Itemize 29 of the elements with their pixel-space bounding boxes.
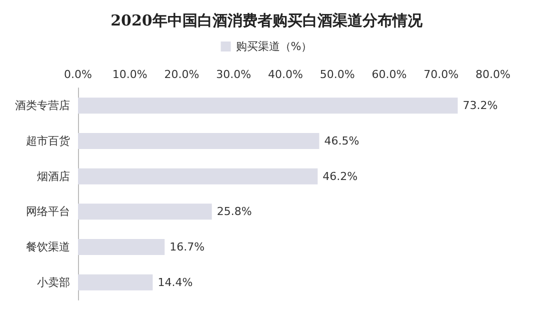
- bar: [78, 274, 153, 290]
- y-tick-label: 餐饮渠道: [26, 240, 70, 254]
- bar: [78, 98, 458, 114]
- data-label: 14.4%: [158, 276, 193, 289]
- y-tick-label: 小卖部: [37, 276, 70, 289]
- x-tick-label: 30.0%: [216, 68, 252, 81]
- chart-title: 2020年中国白酒消费者购买白酒渠道分布情况: [110, 12, 424, 30]
- x-tick-label: 20.0%: [164, 68, 200, 81]
- x-tick-label: 80.0%: [476, 68, 510, 81]
- data-label: 73.2%: [462, 99, 498, 112]
- x-tick-label: 50.0%: [320, 68, 355, 81]
- legend-label: 购买渠道（%）: [236, 40, 312, 53]
- y-tick-label: 烟酒店: [37, 170, 70, 183]
- y-tick-label: 酒类专营店: [15, 99, 70, 112]
- bar: [78, 168, 318, 184]
- x-tick-label: 60.0%: [372, 68, 407, 81]
- x-tick-label: 70.0%: [424, 68, 459, 81]
- data-label: 46.2%: [322, 170, 358, 183]
- data-label: 16.7%: [170, 240, 205, 254]
- bar: [78, 204, 212, 220]
- data-label: 25.8%: [216, 205, 252, 218]
- x-tick-label: 40.0%: [268, 68, 303, 81]
- bar: [78, 133, 320, 149]
- x-tick-label: 0.0%: [64, 68, 92, 81]
- bar: [78, 239, 165, 255]
- y-tick-label: 网络平台: [26, 205, 70, 218]
- y-tick-label: 超市百货: [26, 134, 70, 148]
- x-tick-label: 10.0%: [112, 68, 148, 81]
- data-label: 46.5%: [324, 134, 360, 148]
